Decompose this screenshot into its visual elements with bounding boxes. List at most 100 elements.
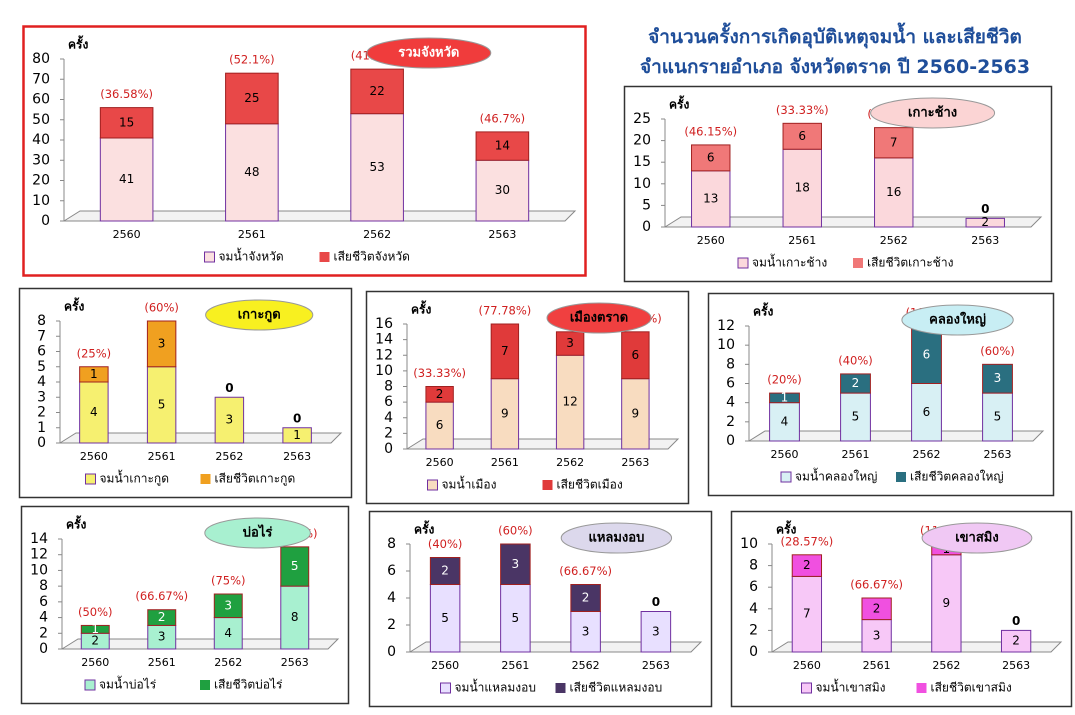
data-label: 7 [890, 135, 898, 149]
annotation: (66.67%) [135, 589, 188, 603]
y-axis-label: ครั้ง [414, 520, 434, 537]
bar-segment [782, 148, 822, 228]
annotation: (66.67%) [850, 578, 903, 592]
bar-segment [1000, 629, 1032, 653]
legend-label: เสียชีวิตเขาสมิง [931, 681, 1012, 695]
bar-segment [861, 597, 892, 621]
badge [205, 299, 314, 331]
data-label: 5 [994, 410, 1002, 424]
legend-label: จมน้ำบ่อไร่ [99, 676, 157, 692]
annotation: (33.33%) [413, 366, 466, 380]
legend-swatch [801, 682, 812, 694]
x-tick-label: 2563 [984, 448, 1012, 461]
chart-title: เกาะช้าง [908, 105, 957, 121]
chart-title: คลองใหญ่ [929, 311, 986, 328]
legend-label: เสียชีวิตเมือง [557, 478, 623, 492]
y-axis-label: ครั้ง [64, 297, 84, 314]
y-tick-label: 0 [39, 641, 48, 657]
x-tick-label: 2562 [932, 659, 960, 672]
y-tick-label: 12 [375, 347, 393, 363]
y-tick-label: 10 [30, 562, 48, 578]
x-tick-label: 2562 [913, 448, 941, 461]
bar-segment [911, 325, 942, 384]
y-tick-label: 30 [32, 152, 50, 168]
legend-swatch [780, 471, 792, 483]
data-label: 5 [512, 611, 520, 625]
bar-segment [475, 131, 530, 161]
data-label: 25 [244, 91, 259, 105]
data-label: 2 [1012, 634, 1020, 648]
main-title: จำนวนครั้งการเกิดอุบัติเหตุจมน้ำ และเสีย… [648, 26, 1022, 48]
data-label: 2 [981, 215, 989, 229]
bar-segment [429, 584, 461, 653]
annotation: (50%) [78, 605, 113, 619]
y-tick-label: 0 [384, 441, 393, 457]
x-tick-label: 2563 [281, 656, 309, 669]
y-tick-label: 10 [740, 536, 758, 552]
data-label: 2 [436, 387, 444, 401]
badge [921, 522, 1033, 554]
chart-panel: ครั้ง05101520252560136(46.15%)2561186(33… [623, 85, 1053, 283]
legend-label: จมน้ำแหลมงอบ [455, 679, 536, 695]
y-axis-label: ครั้ง [411, 300, 431, 317]
annotation: (77.78%) [478, 304, 531, 318]
annotation: (36.58%) [100, 87, 153, 101]
bar-segment [570, 584, 601, 612]
y-tick-label: 14 [30, 531, 48, 547]
y-tick-label: 6 [387, 563, 396, 579]
data-label: 3 [582, 624, 590, 638]
data-label: 4 [224, 626, 232, 640]
y-tick-label: 20 [633, 133, 651, 149]
legend-label: จมน้ำเกาะกูด [100, 470, 170, 487]
bar-segment [147, 609, 177, 626]
bar-segment [640, 611, 672, 653]
annotation: (52.1%) [229, 53, 275, 67]
bar-segment [931, 554, 962, 653]
legend-label: เสียชีวิตบ่อไร่ [214, 678, 283, 692]
data-label: 2 [873, 601, 881, 615]
legend-swatch [427, 479, 438, 491]
data-label: 3 [652, 624, 660, 638]
chart-title: รวมจังหวัด [398, 46, 459, 61]
data-label: 1 [90, 367, 98, 381]
y-axis-label: ครั้ง [753, 302, 773, 319]
y-tick-label: 2 [387, 617, 396, 633]
data-label: 3 [158, 630, 166, 644]
y-tick-label: 3 [37, 389, 46, 405]
data-label: 2 [91, 634, 99, 648]
y-tick-label: 8 [726, 356, 735, 372]
x-tick-label: 2560 [771, 448, 799, 461]
y-tick-label: 4 [37, 374, 46, 390]
y-tick-label: 6 [749, 579, 758, 595]
y-tick-label: 8 [39, 578, 48, 594]
bar-segment [80, 624, 110, 634]
data-label: 6 [632, 348, 640, 362]
y-tick-label: 12 [30, 547, 48, 563]
annotation: (25%) [77, 346, 112, 360]
y-tick-label: 0 [387, 644, 396, 660]
legend-label: จมน้ำเมือง [442, 476, 497, 492]
annotation: (60%) [980, 344, 1015, 358]
data-label: 7 [803, 607, 811, 621]
chart-panel: ครั้ง 0 2 4 6 8 10 2560 7 2 (28.57%) 2561 3 2 (66.67%)… [730, 510, 1073, 708]
data-label: 3 [873, 628, 881, 642]
x-tick-label: 2561 [501, 659, 529, 672]
legend-swatch [200, 474, 211, 484]
data-label: 7 [501, 344, 509, 358]
chart-title: เกาะกูด [238, 308, 281, 323]
chart-panel: ครั้ง02468101214256021(50%)256132(66.67%… [20, 505, 350, 705]
badge [366, 37, 492, 69]
data-label: 41 [119, 172, 134, 186]
bar-segment [500, 543, 531, 585]
bar-segment [99, 137, 154, 222]
data-label: 48 [244, 165, 259, 179]
y-tick-label: 8 [37, 313, 46, 329]
annotation: (66.67%) [559, 564, 612, 578]
bar-segment [225, 123, 279, 222]
legend-label: เสียชีวิตเกาะช้าง [867, 256, 953, 270]
bar-segment [691, 144, 731, 172]
y-tick-label: 2 [384, 425, 393, 441]
bar-segment [769, 392, 800, 404]
y-tick-label: 2 [749, 622, 758, 638]
data-label: 9 [632, 406, 640, 420]
